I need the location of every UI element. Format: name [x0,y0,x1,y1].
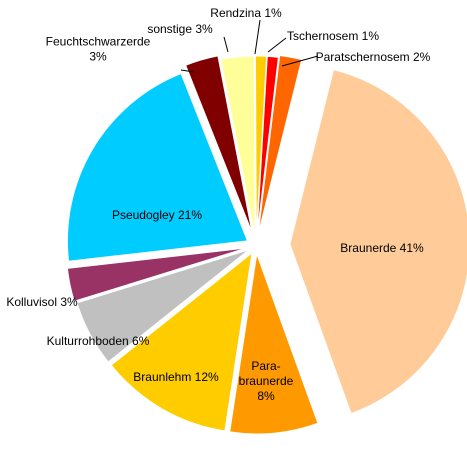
pie-slice-kulturrohboden [76,249,250,363]
slice-label-braunerde: Braunerde 41% [340,241,424,255]
slice-label-line: Kolluvisol 3% [6,295,78,309]
pie-slices [66,54,467,435]
slice-label-feuchtschwarzerde: Feuchtschwarzerde 3% [46,35,151,64]
slice-label-braunlehm: Braunlehm 12% [133,370,219,384]
slice-label-line: 8% [257,389,275,403]
slice-label-line: Tschernosem 1% [287,29,379,43]
slice-label-tschernosem: Tschernosem 1% [287,29,379,43]
pie-slice-pseudogley [66,72,249,262]
pie-slice-rendzina [254,55,268,237]
slice-label-kolluvisol: Kolluvisol 3% [6,295,78,309]
pie-slice-tschernosem [256,55,279,237]
slice-label-line: Pseudogley 21% [112,208,202,222]
slice-label-paratschernosem: Paratschernosem 2% [316,50,431,64]
slice-label-line: Para- [251,359,280,373]
pie-slice-paratschernosem [257,54,303,235]
leader-line-rendzina [254,19,261,55]
slice-label-rendzina: Rendzina 1% [210,6,282,20]
slice-label-line: Kulturrohboden 6% [47,334,150,348]
slice-label-line: Paratschernosem 2% [316,50,431,64]
pie-slice-sonstige [220,55,256,237]
leader-line-tschernosem [267,37,287,53]
leader-line-sonstige [223,36,229,53]
pie-slice-parabraunerde [229,253,319,435]
slice-label-kulturrohboden: Kulturrohboden 6% [47,334,150,348]
pie-slice-braunerde [289,69,467,415]
slice-label-line: sonstige 3% [147,22,213,36]
slice-label-line: Braunlehm 12% [133,370,219,384]
pie-slice-feuchtschwarzerde [185,55,253,233]
leader-lines [180,19,319,73]
pie-slice-braunlehm [110,251,253,432]
slice-label-sonstige: sonstige 3% [147,22,213,36]
slice-label-line: Feuchtschwarzerde [46,35,151,49]
leader-line-feuchtschwarzerde [180,69,195,73]
slice-label-line: braunerde [239,374,294,388]
slice-labels: Braunerde 41% Para-braunerde 8% Braunlehm 1… [6,6,430,403]
leader-line-paratschernosem [281,55,319,67]
slice-label-parabraunerde: Para-braunerde 8% [239,359,294,403]
slice-label-line: Rendzina 1% [210,6,282,20]
slice-label-line: 3% [89,50,107,64]
slice-label-line: Braunerde 41% [340,241,424,255]
pie-slice-kolluvisol [66,247,247,302]
slice-label-pseudogley: Pseudogley 21% [112,208,202,222]
